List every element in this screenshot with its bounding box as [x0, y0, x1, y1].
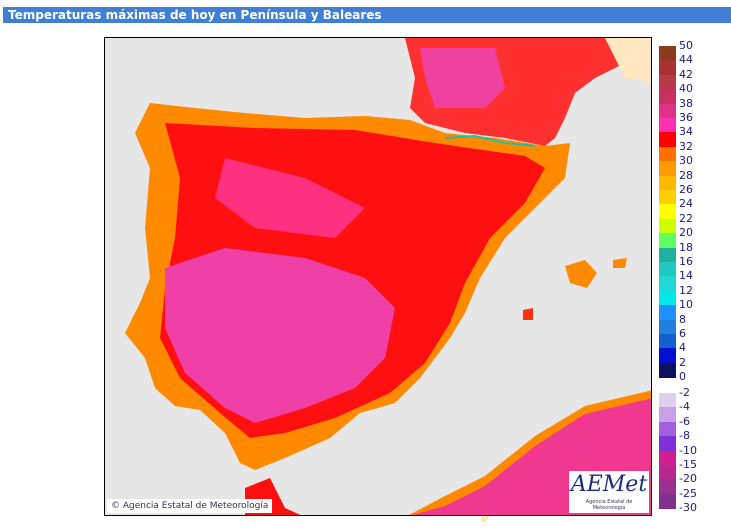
legend-label: -10: [679, 443, 697, 457]
legend-label: -20: [679, 472, 697, 486]
legend-swatch: [659, 450, 676, 466]
legend-label: -8: [679, 429, 690, 443]
france-edge: [605, 38, 651, 83]
legend-swatch: [659, 319, 676, 335]
copyright-notice: © Agencia Estatal de Meteorología: [107, 499, 273, 513]
copyright-text: Agencia Estatal de Meteorología: [122, 501, 269, 511]
legend-swatch: [659, 276, 676, 292]
legend-label: 6: [679, 327, 686, 340]
legend-swatch: [659, 290, 676, 306]
logo-text: AEMet: [570, 472, 648, 497]
legend-label: 30: [679, 154, 693, 168]
legend-swatch: [659, 218, 676, 234]
legend-label: 0: [679, 370, 686, 384]
legend-swatch: [659, 233, 676, 249]
legend-swatch: [659, 479, 676, 495]
legend-label: 36: [679, 111, 693, 124]
legend-swatch: [659, 103, 676, 119]
legend-label: 34: [679, 125, 693, 139]
legend-label: -6: [679, 414, 690, 428]
legend-swatch: [659, 118, 676, 133]
legend-swatch: [659, 493, 676, 509]
iberia-pink: [165, 248, 395, 423]
menorca: [613, 258, 627, 268]
legend-swatch: [659, 262, 676, 277]
page-title: Temperaturas máximas de hoy en Península…: [3, 7, 731, 23]
legend-label: 26: [679, 183, 693, 196]
legend-label: 44: [679, 53, 693, 67]
iberia-pink-north: [215, 158, 365, 238]
legend-swatch: [659, 74, 676, 90]
meridian-label: 0°: [481, 516, 489, 524]
legend-label: 50: [679, 39, 693, 52]
africa-coast: [408, 390, 651, 515]
legend-swatch: [659, 60, 676, 76]
legend-swatch: [659, 161, 676, 177]
legend-label: 4: [679, 341, 686, 355]
legend-label: 20: [679, 226, 693, 240]
legend-swatch: [659, 305, 676, 321]
legend-label: 12: [679, 283, 693, 297]
france-hot: [420, 48, 505, 108]
legend-swatch: [659, 146, 676, 162]
map-canvas: [125, 38, 651, 515]
aemet-logo: AEMet Agencia Estatal de Meteorología: [569, 471, 649, 513]
legend-swatch: [659, 334, 676, 349]
legend-swatch: [659, 175, 676, 191]
legend-swatch: [659, 421, 676, 437]
legend-swatch: [659, 190, 676, 205]
mallorca: [565, 260, 597, 288]
legend-label: 8: [679, 312, 686, 326]
legend-label: 16: [679, 255, 693, 268]
legend-label: 18: [679, 240, 693, 254]
legend-swatch: [659, 465, 676, 480]
legend-swatch: [659, 393, 676, 408]
logo-subtitle: Agencia Estatal de Meteorología: [585, 499, 633, 511]
legend-label: 10: [679, 298, 693, 312]
legend-label: -25: [679, 486, 697, 500]
temperature-legend: 50 44 42 40 38 36 34 32 30 28 26 24 22 20 18 16 14 12 10 8 6…: [658, 0, 731, 531]
legend-label: 14: [679, 269, 693, 283]
legend-swatch: [659, 247, 676, 263]
legend-swatch: [659, 348, 676, 364]
legend-label: 32: [679, 139, 693, 153]
ibiza: [523, 308, 533, 320]
legend-swatch: [659, 46, 676, 61]
legend-swatch: [659, 204, 676, 220]
legend-swatch: [659, 362, 676, 378]
legend-swatch: [659, 89, 676, 105]
legend-label: 38: [679, 96, 693, 110]
legend-label: 2: [679, 355, 686, 369]
legend-label: 22: [679, 211, 693, 225]
legend-swatch: [659, 436, 676, 452]
legend-label: -30: [679, 501, 697, 515]
legend-label: 24: [679, 197, 693, 211]
legend-label: 28: [679, 168, 693, 182]
pyrenees-cold: [444, 134, 536, 147]
legend-label: 42: [679, 67, 693, 81]
legend-label: -15: [679, 458, 697, 471]
legend-label: -2: [679, 386, 690, 399]
legend-label: -4: [679, 400, 690, 414]
legend-label: 40: [679, 82, 693, 96]
legend-swatch: [659, 132, 676, 148]
legend-swatch: [659, 407, 676, 423]
temperature-map: © Agencia Estatal de Meteorología AEMet …: [104, 37, 652, 516]
